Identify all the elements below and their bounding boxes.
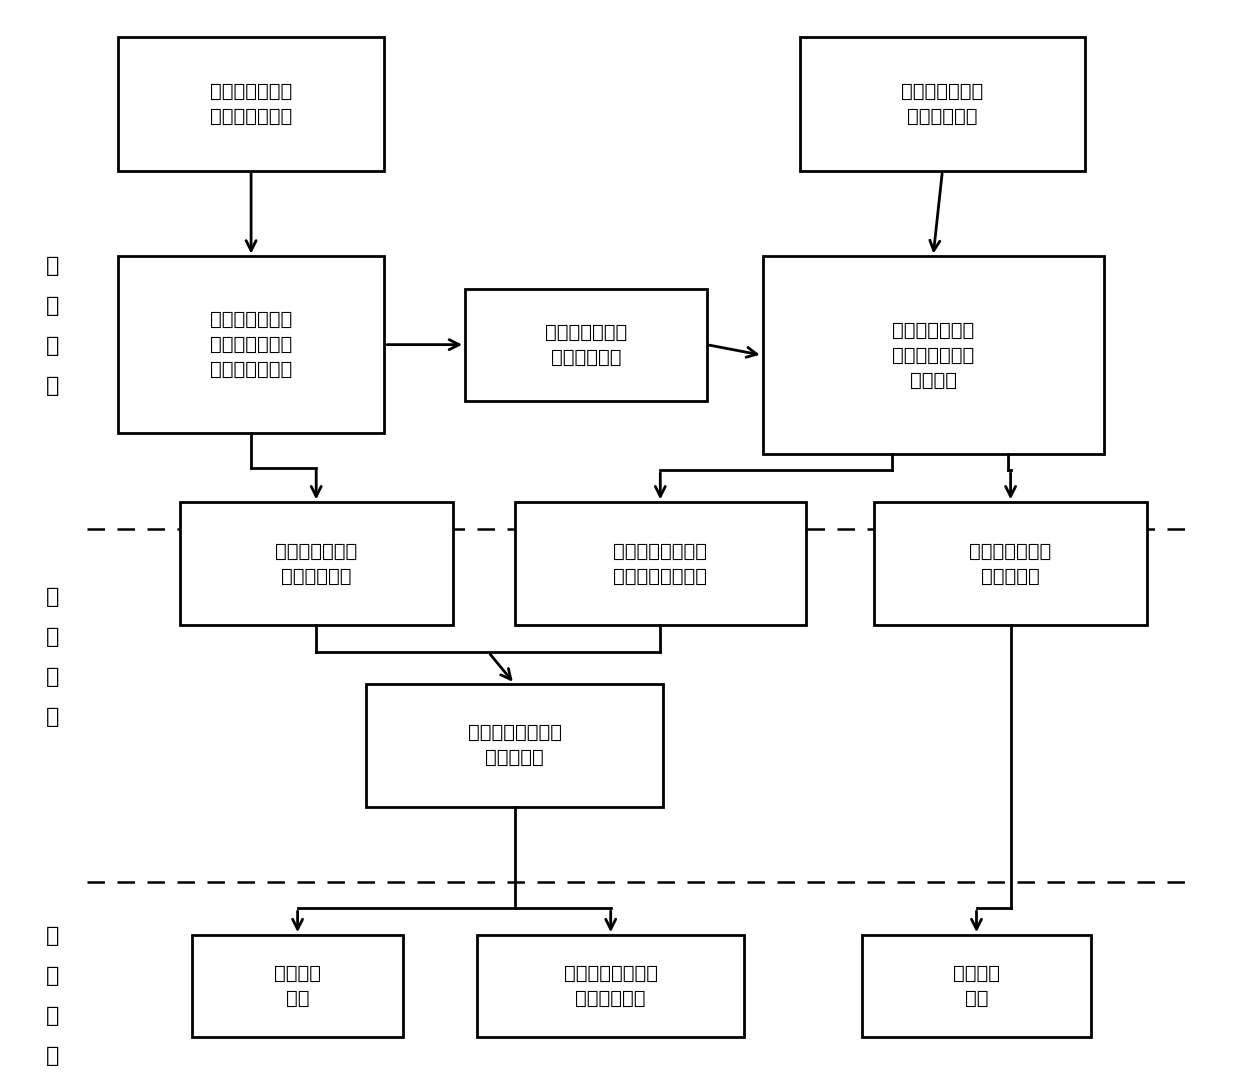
Text: 油膜特征及结构体
运动特征评价: 油膜特征及结构体 运动特征评价: [564, 964, 657, 1007]
Bar: [800, 38, 1085, 171]
Text: 建立连杆小头轴
承目标分析模型: 建立连杆小头轴 承目标分析模型: [210, 82, 293, 127]
Bar: [763, 256, 1104, 454]
Bar: [465, 289, 707, 400]
Text: 连杆小头结构外
壁面换热计算: 连杆小头结构外 壁面换热计算: [275, 542, 357, 585]
Text: 连杆小头轴承内部
摩擦生热换热模型: 连杆小头轴承内部 摩擦生热换热模型: [614, 542, 707, 585]
Bar: [874, 502, 1147, 625]
Text: 温度特性
评价: 温度特性 评价: [274, 964, 321, 1007]
Bar: [118, 256, 384, 433]
Text: 第

一

部

分: 第 一 部 分: [46, 256, 58, 396]
Bar: [192, 935, 403, 1037]
Text: 摩擦特性
评价: 摩擦特性 评价: [954, 964, 999, 1007]
Text: 建立冷却喷嘴至
活塞底腔的多相
流体动力学模型: 建立冷却喷嘴至 活塞底腔的多相 流体动力学模型: [210, 311, 293, 379]
Bar: [180, 502, 453, 625]
Bar: [118, 38, 384, 171]
Bar: [862, 935, 1091, 1037]
Text: 连杆小头外壁面
流体压力计算: 连杆小头外壁面 流体压力计算: [544, 322, 627, 367]
Text: 基于雷诺方程的
轴承润滑流体动
力学模型: 基于雷诺方程的 轴承润滑流体动 力学模型: [892, 321, 975, 390]
Bar: [515, 502, 806, 625]
Text: 第

二

部

分: 第 二 部 分: [46, 588, 58, 727]
Bar: [477, 935, 744, 1037]
Bar: [366, 684, 663, 807]
Text: 第

三

部

分: 第 三 部 分: [46, 926, 58, 1066]
Text: 连杆小头轴承摩
擦磨损计算: 连杆小头轴承摩 擦磨损计算: [970, 542, 1052, 585]
Text: 建立曲柄连杆多
体动力学模型: 建立曲柄连杆多 体动力学模型: [901, 82, 983, 127]
Text: 连杆小头结构温度
场分析模型: 连杆小头结构温度 场分析模型: [467, 724, 562, 767]
